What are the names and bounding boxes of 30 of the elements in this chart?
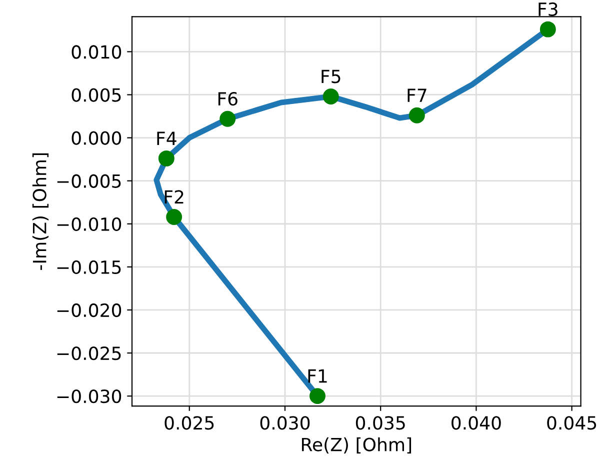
x-tick-label: 0.045 (547, 416, 596, 430)
point (408, 107, 425, 124)
point (310, 388, 326, 404)
y-tick-label: −0.030 (57, 390, 122, 404)
y-tick-label: −0.025 (57, 346, 121, 360)
annotation: F1 (308, 369, 327, 383)
y-tick-label: −0.005 (57, 174, 121, 188)
point (166, 209, 182, 225)
annotation: F7 (408, 88, 426, 102)
annotation: F2 (164, 190, 184, 204)
annotation: F3 (538, 2, 558, 16)
y-axis-title: -Im(Z) [Ohm] (32, 153, 49, 270)
y-tick-label: 0.005 (72, 88, 121, 102)
point (158, 150, 174, 166)
x-tick-label: 0.030 (260, 416, 310, 430)
point (220, 110, 236, 127)
x-tick-label: 0.040 (452, 416, 501, 430)
x-axis-title: Re(Z) [Ohm] (302, 437, 412, 454)
y-tick-label: −0.020 (57, 303, 122, 318)
annotation: F4 (157, 132, 176, 145)
y-tick-label: 0.000 (72, 131, 122, 145)
y-tick-label: −0.015 (57, 260, 121, 274)
x-tick-label: 0.035 (356, 416, 405, 430)
x-tick-label: 0.025 (164, 416, 214, 430)
y-tick-label: −0.010 (57, 217, 122, 231)
y-tick-label: 0.010 (72, 45, 122, 59)
annotation: F6 (218, 92, 238, 106)
point (322, 88, 339, 104)
point (540, 21, 556, 38)
annotation: F5 (322, 70, 340, 84)
